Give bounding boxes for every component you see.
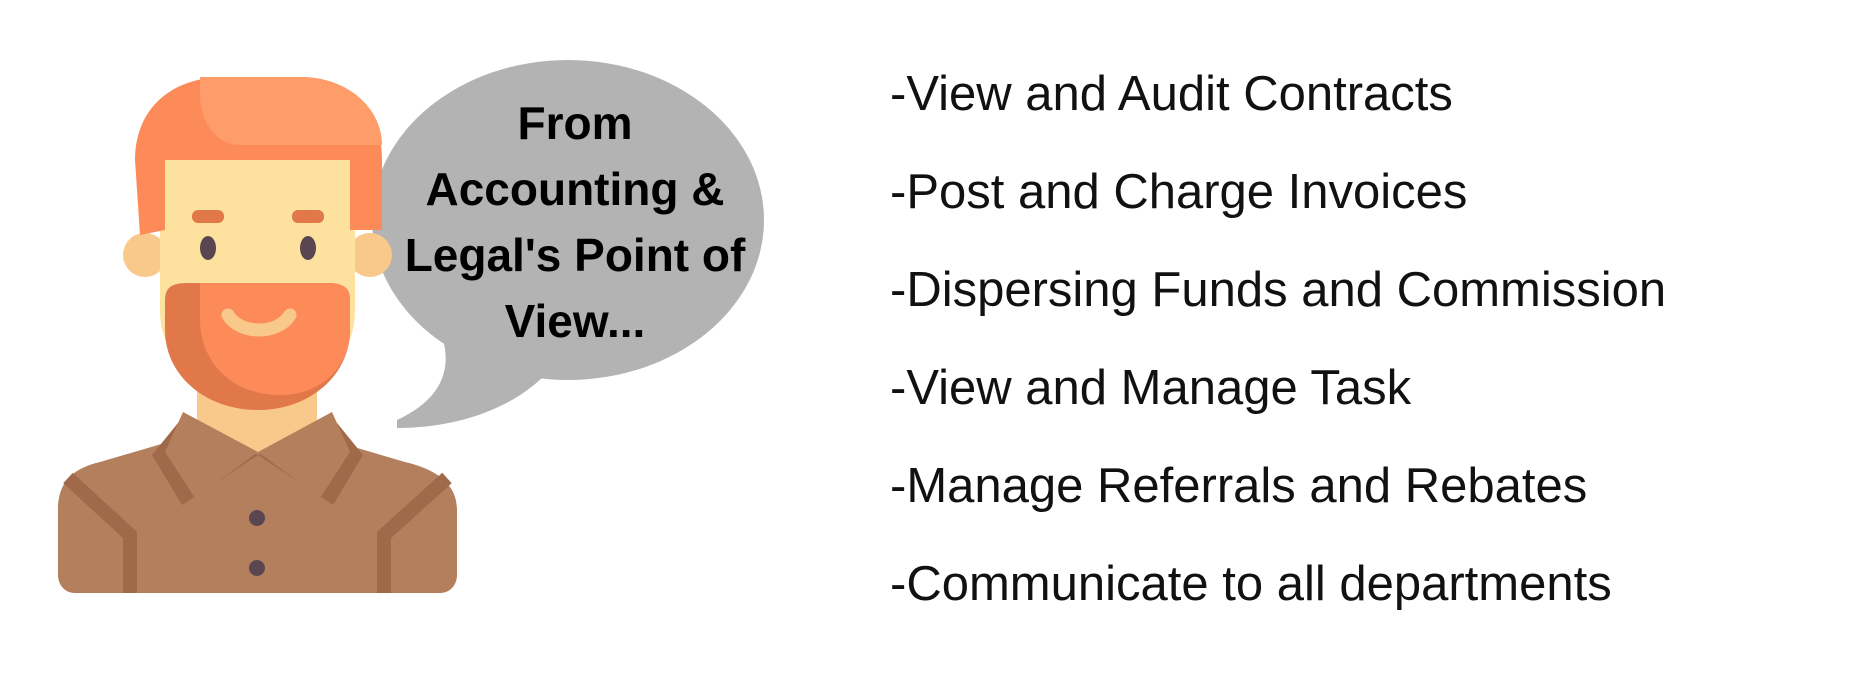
bubble-line: Legal's Point of xyxy=(404,229,746,281)
task-item-view-manage-task: -View and Manage Task xyxy=(890,361,1412,415)
bubble-line: Accounting & xyxy=(425,163,725,215)
task-item-communicate: -Communicate to all departments xyxy=(890,557,1612,611)
task-item-dispersing-funds: -Dispersing Funds and Commission xyxy=(890,263,1667,317)
speech-bubble-icon xyxy=(372,60,764,428)
task-item-manage-referrals: -Manage Referrals and Rebates xyxy=(890,459,1588,513)
bubble-line: From xyxy=(517,97,633,149)
task-item-post-charge-invoices: -Post and Charge Invoices xyxy=(890,165,1468,219)
task-item-view-audit-contracts: -View and Audit Contracts xyxy=(890,67,1453,121)
bubble-line: View... xyxy=(504,295,646,347)
task-list: -View and Audit Contracts -Post and Char… xyxy=(890,64,1666,652)
speech-bubble-text: From Accounting & Legal's Point of View.… xyxy=(385,90,765,354)
bearded-man-avatar-icon xyxy=(58,77,457,593)
illustration: From Accounting & Legal's Point of View.… xyxy=(0,0,800,694)
